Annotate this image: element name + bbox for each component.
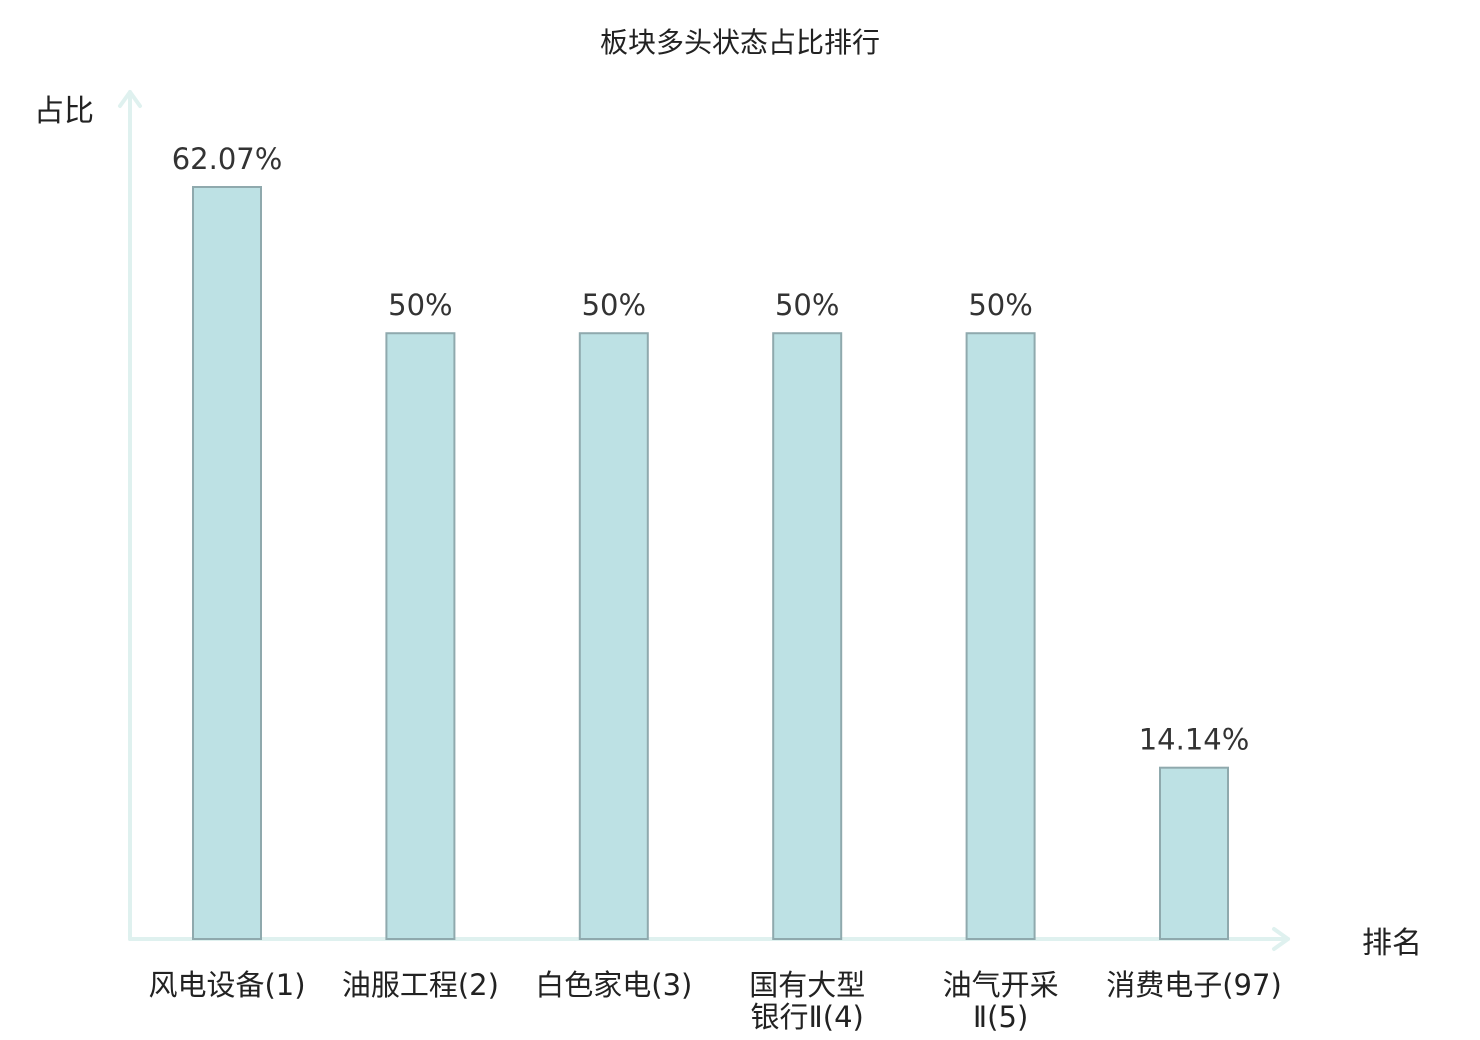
category-label: 国有大型 bbox=[749, 968, 865, 1002]
y-axis-arrow bbox=[118, 90, 142, 108]
x-axis-label: 排名 bbox=[1362, 926, 1422, 961]
bars-group bbox=[192, 186, 1229, 941]
category-label: 油气开采 bbox=[943, 968, 1059, 1002]
value-label: 50% bbox=[388, 288, 452, 322]
bar bbox=[578, 332, 649, 941]
category-label: 银行Ⅱ(4) bbox=[751, 1000, 864, 1034]
category-label: 油服工程(2) bbox=[342, 968, 499, 1002]
bar bbox=[1159, 766, 1229, 940]
value-label: 14.14% bbox=[1139, 723, 1250, 757]
value-label: 50% bbox=[775, 288, 839, 322]
category-label: 白色家电(3) bbox=[535, 968, 692, 1002]
category-label: Ⅱ(5) bbox=[973, 1000, 1028, 1034]
value-labels-group: 62.07% 50% 50% 50% 50% 14.14% bbox=[172, 142, 1250, 757]
axes bbox=[118, 90, 1290, 951]
category-label: 风电设备(1) bbox=[148, 968, 305, 1002]
category-label: 消费电子(97) bbox=[1106, 968, 1282, 1002]
bar bbox=[192, 186, 262, 940]
value-label: 50% bbox=[582, 288, 646, 322]
y-axis-label: 占比 bbox=[34, 94, 94, 129]
value-label: 62.07% bbox=[172, 142, 283, 176]
bar bbox=[385, 332, 456, 941]
bar bbox=[772, 332, 843, 941]
value-label: 50% bbox=[968, 288, 1032, 322]
x-axis-arrow bbox=[1272, 927, 1290, 951]
bar bbox=[965, 332, 1036, 941]
chart-title: 板块多头状态占比排行 bbox=[600, 26, 880, 59]
